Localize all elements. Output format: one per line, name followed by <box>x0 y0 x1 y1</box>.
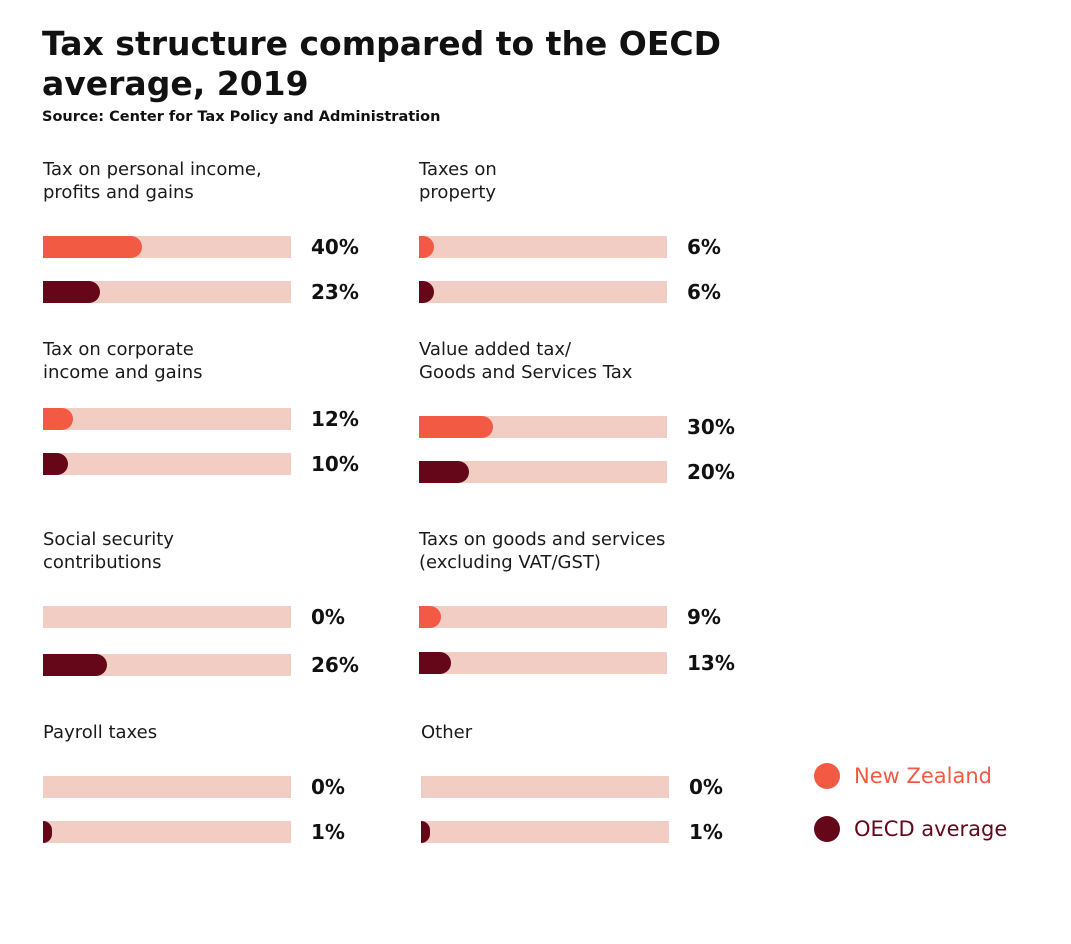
value-label-nz: 12% <box>311 407 359 431</box>
value-label-nz: 40% <box>311 235 359 259</box>
bar-nz <box>419 236 434 258</box>
category-label: Value added tax/ Goods and Services Tax <box>419 339 633 383</box>
value-label-oecd: 6% <box>687 280 721 304</box>
bar-track-nz <box>419 236 667 258</box>
bar-oecd <box>419 461 469 483</box>
bar-track-oecd <box>421 821 669 843</box>
bar-track-oecd <box>43 821 291 843</box>
category-label: Social security contributions <box>43 529 174 573</box>
bar-track-oecd <box>419 652 667 674</box>
bar-track-nz <box>419 606 667 628</box>
bar-oecd <box>43 654 108 676</box>
chart-title: Tax structure compared to the OECD avera… <box>42 24 722 103</box>
value-label-nz: 0% <box>311 605 345 629</box>
value-label-oecd: 1% <box>311 820 345 844</box>
value-label-oecd: 13% <box>687 651 735 675</box>
category-label: Taxs on goods and services (excluding VA… <box>419 529 666 573</box>
value-label-nz: 0% <box>311 775 345 799</box>
bar-track-oecd <box>419 461 667 483</box>
legend-label-oecd-average: OECD average <box>854 817 1008 841</box>
legend-swatch-oecd-average <box>814 816 840 842</box>
category-label: Tax on corporate income and gains <box>43 339 203 383</box>
bar-oecd <box>419 281 434 303</box>
bar-track-oecd <box>419 281 667 303</box>
category-label: Other <box>421 722 473 743</box>
category-label: Taxes on property <box>419 159 497 203</box>
bar-track-oecd <box>43 654 291 676</box>
bar-nz <box>43 236 143 258</box>
bar-track-nz <box>421 776 669 798</box>
value-label-oecd: 1% <box>689 820 723 844</box>
bar-track-nz <box>419 416 667 438</box>
category-label: Payroll taxes <box>43 722 158 743</box>
legend-label-new-zealand: New Zealand <box>854 764 992 788</box>
bar-oecd <box>43 453 68 475</box>
chart-subtitle: Source: Center for Tax Policy and Admini… <box>42 109 441 125</box>
bar-oecd <box>421 821 430 843</box>
legend-swatch-new-zealand <box>814 763 840 789</box>
bar-oecd <box>419 652 452 674</box>
value-label-oecd: 20% <box>687 460 735 484</box>
bar-nz <box>419 416 494 438</box>
bar-track-oecd <box>43 281 291 303</box>
bar-track-nz <box>43 408 291 430</box>
value-label-oecd: 23% <box>311 280 359 304</box>
bar-oecd <box>43 821 52 843</box>
value-label-nz: 9% <box>687 605 721 629</box>
value-label-oecd: 10% <box>311 452 359 476</box>
value-label-nz: 0% <box>689 775 723 799</box>
bar-nz <box>419 606 442 628</box>
bar-track-nz <box>43 776 291 798</box>
value-label-nz: 30% <box>687 415 735 439</box>
value-label-oecd: 26% <box>311 653 359 677</box>
value-label-nz: 6% <box>687 235 721 259</box>
bar-track-nz <box>43 236 291 258</box>
bar-nz <box>43 408 73 430</box>
category-label: Tax on personal income, profits and gain… <box>43 159 262 203</box>
bar-oecd <box>43 281 101 303</box>
bar-track-nz <box>43 606 291 628</box>
bar-track-oecd <box>43 453 291 475</box>
